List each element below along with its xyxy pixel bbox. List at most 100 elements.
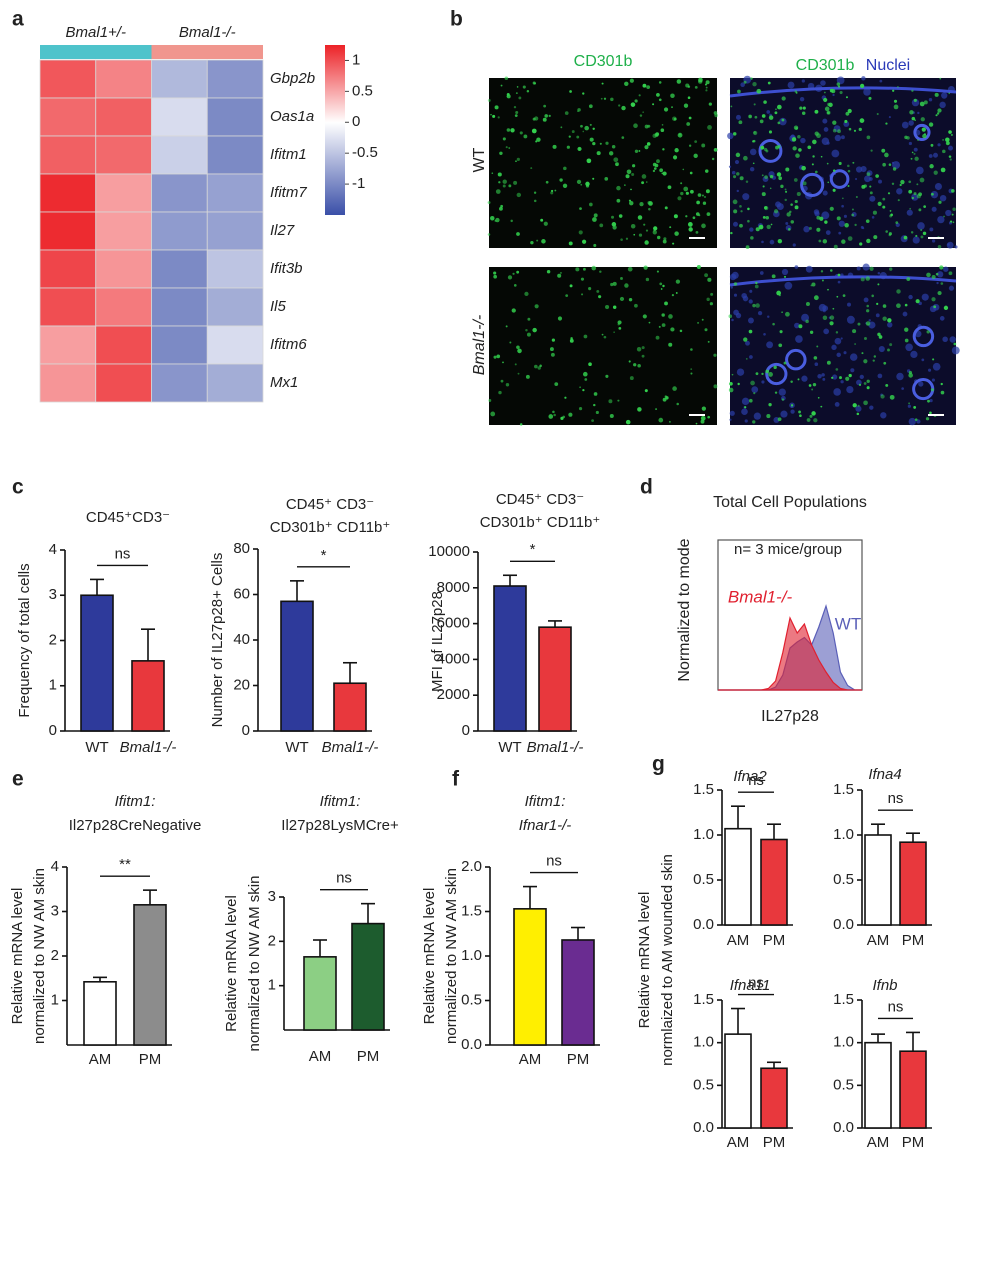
cell-signal [808, 226, 812, 230]
nucleus [741, 292, 747, 299]
nucleus [863, 88, 871, 96]
cell-signal [808, 384, 812, 387]
y-tick-label: 80 [233, 540, 250, 557]
cell-signal [687, 96, 691, 99]
cell-signal [531, 128, 537, 134]
cell-signal [847, 184, 850, 187]
cell-signal [942, 139, 944, 141]
cell-signal [593, 403, 596, 407]
heatmap-cell [95, 59, 152, 99]
cell-signal [695, 422, 698, 425]
cell-signal [841, 239, 846, 244]
cell-signal [713, 353, 717, 357]
cell-signal [933, 170, 938, 175]
nucleus [729, 418, 732, 421]
chart-title: Ifitm1: [115, 793, 156, 810]
cell-signal [542, 117, 547, 122]
x-tick-label: Bmal1-/- [120, 739, 177, 756]
y-tick-label: 0.5 [833, 1076, 854, 1093]
cell-signal [948, 92, 951, 95]
cell-signal [564, 396, 567, 399]
chart-title: Ifna2 [733, 768, 767, 785]
nucleus [767, 315, 770, 318]
cell-signal [697, 321, 700, 324]
heatmap-cell [95, 325, 152, 365]
cell-signal [653, 167, 657, 170]
nucleus [803, 226, 810, 233]
nucleus [834, 401, 840, 407]
cell-signal [764, 205, 769, 211]
column-title: Nuclei [866, 57, 910, 74]
nucleus [863, 297, 869, 303]
cell-signal [880, 394, 885, 399]
chart-title: CD301b⁺ CD11b⁺ [270, 519, 391, 536]
cell-signal [709, 302, 713, 306]
cell-signal [662, 284, 665, 288]
cell-signal [633, 233, 636, 236]
cell-signal [669, 226, 672, 229]
heatmap-cell [39, 135, 97, 175]
cell-signal [882, 316, 887, 321]
heatmap-cell [39, 363, 97, 403]
cell-signal [903, 235, 908, 240]
heatmap-cell [151, 249, 208, 289]
cell-signal [690, 189, 694, 194]
cell-signal [571, 130, 575, 134]
nucleus [929, 227, 934, 232]
cell-signal [659, 168, 664, 173]
cell-signal [653, 226, 658, 231]
cell-signal [745, 245, 750, 250]
cell-signal [820, 405, 823, 408]
nucleus [855, 178, 858, 181]
cell-signal [873, 235, 878, 240]
cell-signal [588, 362, 592, 367]
y-tick-label: 1 [268, 977, 276, 994]
nucleus [735, 114, 741, 120]
cell-signal [791, 137, 797, 142]
heatmap-cell [151, 363, 208, 403]
cell-signal [706, 212, 711, 217]
cell-signal [645, 229, 649, 232]
heatmap-cell [39, 287, 97, 327]
cell-signal [568, 135, 571, 138]
cell-signal [826, 360, 831, 365]
cell-signal [600, 97, 603, 100]
follicle [912, 325, 935, 348]
cell-signal [883, 361, 887, 365]
significance-label: ns [888, 790, 904, 807]
cell-signal [637, 363, 641, 368]
heatmap-cell [39, 59, 97, 99]
nucleus [822, 377, 826, 381]
cell-signal [809, 414, 813, 418]
cell-signal [514, 114, 518, 118]
significance-label: ** [119, 856, 131, 873]
chart-title: Il27p28CreNegative [69, 817, 202, 834]
cell-signal [826, 162, 829, 165]
cell-signal [612, 305, 617, 310]
cell-signal [877, 283, 880, 286]
x-tick-label: PM [763, 1134, 786, 1151]
cell-signal [638, 94, 641, 97]
cell-signal [527, 317, 531, 321]
nucleus [855, 405, 862, 412]
cell-signal [908, 189, 913, 194]
cell-signal [820, 155, 823, 158]
cell-signal [859, 242, 863, 246]
cell-signal [675, 279, 681, 284]
cell-signal [831, 376, 834, 379]
follicle [785, 348, 807, 371]
nucleus [918, 301, 922, 306]
cell-signal [674, 148, 679, 153]
significance-label: ns [336, 870, 352, 887]
cell-signal [628, 360, 631, 363]
nucleus [831, 344, 837, 351]
nucleus [875, 313, 880, 318]
nucleus [943, 266, 949, 272]
heatmap-cell [39, 325, 97, 365]
cell-signal [936, 112, 940, 115]
y-tick-label: 1.0 [693, 826, 714, 843]
cell-signal [772, 322, 775, 326]
cell-signal [508, 147, 511, 149]
nucleus [939, 194, 947, 202]
cell-signal [517, 372, 520, 375]
